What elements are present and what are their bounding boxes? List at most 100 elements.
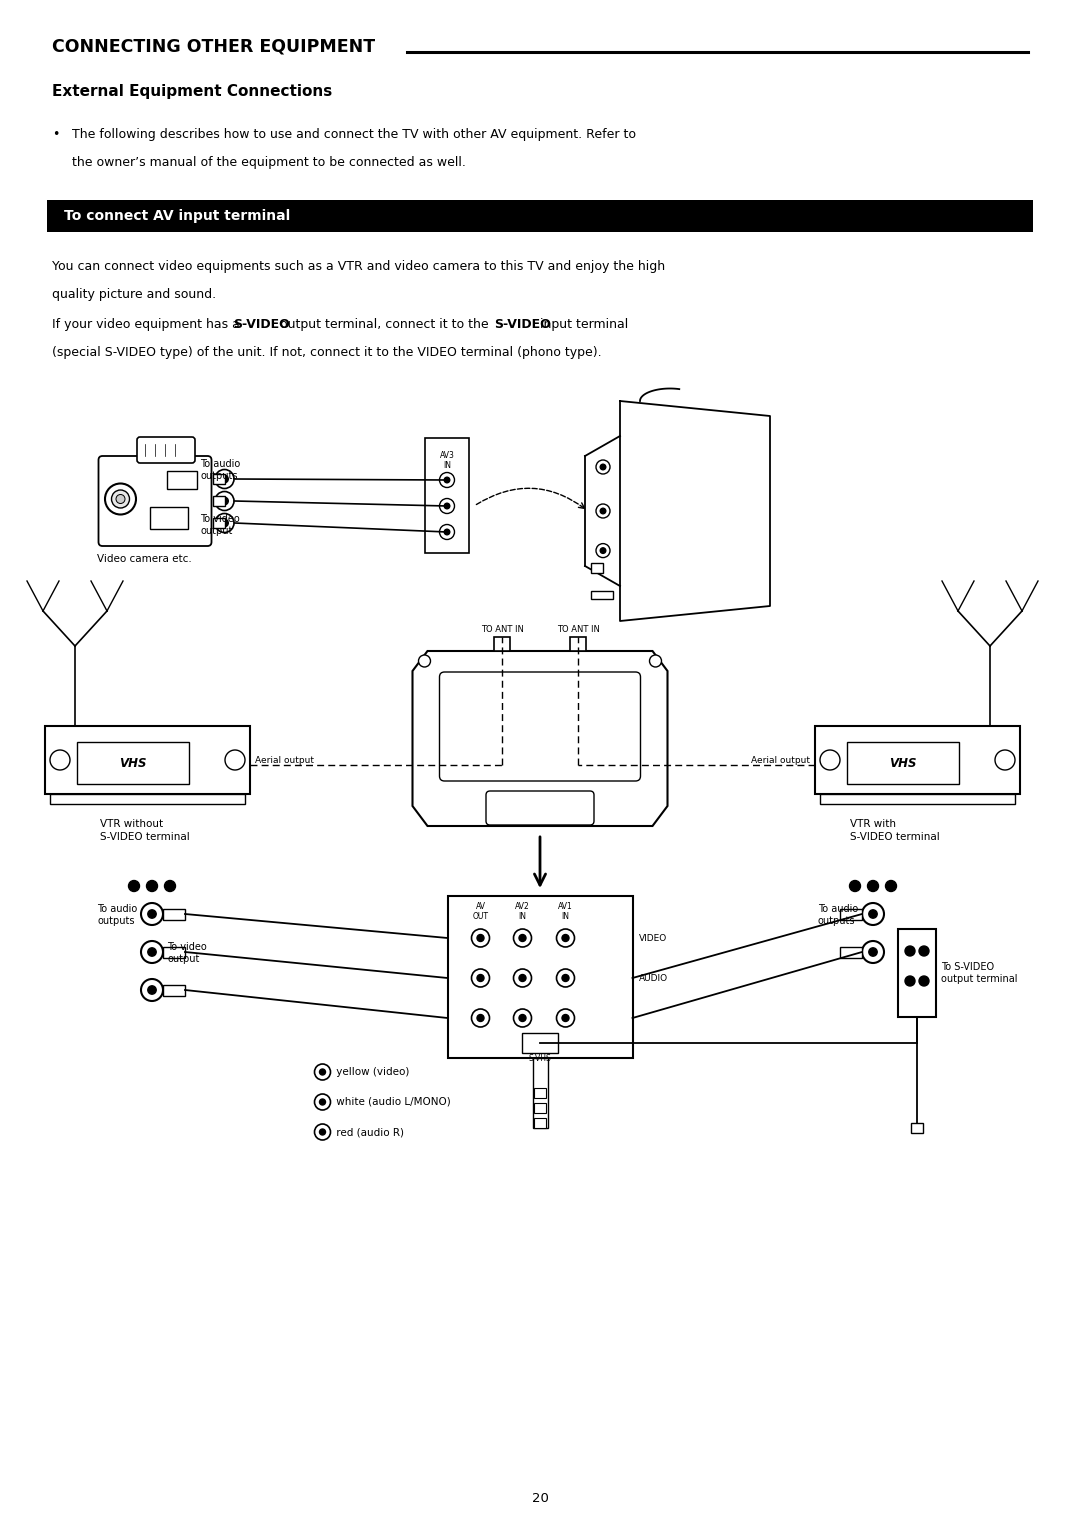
Bar xyxy=(847,742,959,783)
Text: yellow (video): yellow (video) xyxy=(333,1067,409,1077)
Circle shape xyxy=(919,976,929,986)
Text: The following describes how to use and connect the TV with other AV equipment. R: The following describes how to use and c… xyxy=(72,128,636,140)
Bar xyxy=(532,1058,548,1128)
Text: To audio
outputs: To audio outputs xyxy=(97,904,137,927)
Text: To connect AV input terminal: To connect AV input terminal xyxy=(64,209,291,223)
Bar xyxy=(815,725,1020,794)
Text: You can connect video equipments such as a VTR and video camera to this TV and e: You can connect video equipments such as… xyxy=(52,260,665,273)
Circle shape xyxy=(513,928,531,947)
Bar xyxy=(163,909,185,919)
Bar xyxy=(534,1102,546,1113)
Circle shape xyxy=(600,508,606,513)
Bar xyxy=(840,909,862,919)
Bar xyxy=(163,985,185,996)
Circle shape xyxy=(419,655,431,667)
Text: S-VHS: S-VHS xyxy=(528,1054,552,1063)
Circle shape xyxy=(472,928,489,947)
Text: Video camera etc.: Video camera etc. xyxy=(97,554,192,563)
Circle shape xyxy=(440,472,455,487)
Bar xyxy=(494,637,510,651)
Circle shape xyxy=(220,498,228,505)
Bar xyxy=(534,1089,546,1098)
Text: VIDEO: VIDEO xyxy=(638,933,666,942)
Circle shape xyxy=(141,979,163,1002)
Bar xyxy=(163,947,185,957)
Text: red (audio R): red (audio R) xyxy=(333,1127,404,1138)
Circle shape xyxy=(519,974,526,982)
Polygon shape xyxy=(413,651,667,826)
Text: input terminal: input terminal xyxy=(536,318,629,331)
Circle shape xyxy=(314,1064,330,1080)
Circle shape xyxy=(215,513,234,533)
Text: To video
output: To video output xyxy=(201,515,240,536)
Circle shape xyxy=(556,1009,575,1028)
Circle shape xyxy=(850,881,861,892)
Text: Aerial output: Aerial output xyxy=(751,756,810,765)
Text: •: • xyxy=(52,128,59,140)
Circle shape xyxy=(116,495,125,504)
Bar xyxy=(570,637,586,651)
Circle shape xyxy=(600,464,606,470)
Circle shape xyxy=(519,935,526,942)
Circle shape xyxy=(995,750,1015,770)
Bar xyxy=(77,742,189,783)
FancyBboxPatch shape xyxy=(440,672,640,780)
Circle shape xyxy=(513,1009,531,1028)
Circle shape xyxy=(444,504,449,508)
Circle shape xyxy=(886,881,896,892)
Text: VHS: VHS xyxy=(119,756,147,770)
Circle shape xyxy=(562,974,569,982)
Circle shape xyxy=(905,947,915,956)
Text: (special S-VIDEO type) of the unit. If not, connect it to the VIDEO terminal (ph: (special S-VIDEO type) of the unit. If n… xyxy=(52,347,602,359)
Bar xyxy=(50,794,245,805)
Circle shape xyxy=(148,910,157,918)
Text: External Equipment Connections: External Equipment Connections xyxy=(52,84,333,99)
Circle shape xyxy=(320,1128,325,1135)
Bar xyxy=(522,1032,558,1054)
Text: Aerial output: Aerial output xyxy=(255,756,314,765)
Circle shape xyxy=(600,548,606,553)
FancyBboxPatch shape xyxy=(486,791,594,825)
Text: VHS: VHS xyxy=(889,756,917,770)
Circle shape xyxy=(215,492,234,510)
Circle shape xyxy=(50,750,70,770)
Circle shape xyxy=(440,524,455,539)
Text: To S-VIDEO
output terminal: To S-VIDEO output terminal xyxy=(941,962,1017,985)
Circle shape xyxy=(141,941,163,964)
Text: white (audio L/MONO): white (audio L/MONO) xyxy=(333,1096,450,1107)
Text: the owner’s manual of the equipment to be connected as well.: the owner’s manual of the equipment to b… xyxy=(72,156,465,169)
Bar xyxy=(150,507,188,528)
Circle shape xyxy=(477,935,484,942)
Text: AV2
IN: AV2 IN xyxy=(515,902,530,921)
Circle shape xyxy=(444,478,449,483)
Circle shape xyxy=(649,655,661,667)
Circle shape xyxy=(105,484,136,515)
Text: TO ANT IN: TO ANT IN xyxy=(556,625,599,634)
Circle shape xyxy=(596,544,610,557)
Text: To video
output: To video output xyxy=(167,942,206,965)
Text: AV3
IN: AV3 IN xyxy=(440,450,455,470)
Circle shape xyxy=(148,948,157,956)
Bar xyxy=(534,1118,546,1128)
Circle shape xyxy=(867,881,878,892)
Text: CONNECTING OTHER EQUIPMENT: CONNECTING OTHER EQUIPMENT xyxy=(52,38,375,56)
Circle shape xyxy=(919,947,929,956)
Bar xyxy=(213,496,225,505)
Circle shape xyxy=(320,1099,325,1106)
Circle shape xyxy=(477,974,484,982)
Circle shape xyxy=(513,970,531,986)
Text: quality picture and sound.: quality picture and sound. xyxy=(52,289,216,301)
Circle shape xyxy=(220,519,228,527)
Bar xyxy=(912,1122,923,1133)
FancyBboxPatch shape xyxy=(137,437,195,463)
Circle shape xyxy=(320,1069,325,1075)
Circle shape xyxy=(562,935,569,942)
Bar xyxy=(426,438,469,553)
Text: AV
OUT: AV OUT xyxy=(473,902,488,921)
Text: AV1
IN: AV1 IN xyxy=(558,902,572,921)
Circle shape xyxy=(314,1124,330,1141)
Circle shape xyxy=(862,941,885,964)
Circle shape xyxy=(147,881,158,892)
Circle shape xyxy=(215,469,234,489)
Circle shape xyxy=(220,475,228,483)
